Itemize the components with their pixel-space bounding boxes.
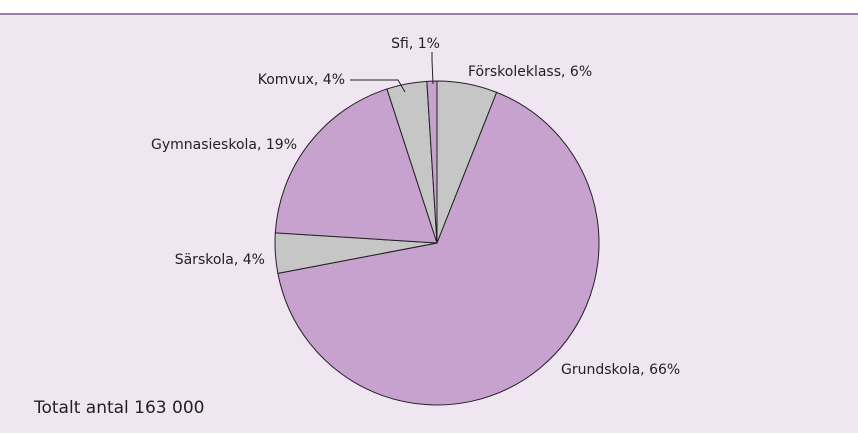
slice-label: Komvux, 4%	[258, 72, 345, 88]
leader-line	[431, 52, 434, 85]
pie-slice	[277, 91, 600, 406]
slice-label: Grundskola, 66%	[561, 362, 680, 378]
slice-label: Sfi, 1%	[391, 36, 440, 52]
slice-label: Särskola, 4%	[175, 252, 265, 268]
annotation: Totalt antal 163 000	[33, 398, 204, 418]
slice-label: Förskoleklass, 6%	[468, 64, 592, 80]
slice-label: Gymnasieskola, 19%	[151, 137, 297, 153]
pie-slice	[426, 80, 438, 244]
leader-line	[350, 79, 406, 93]
pie-slice	[274, 88, 438, 244]
